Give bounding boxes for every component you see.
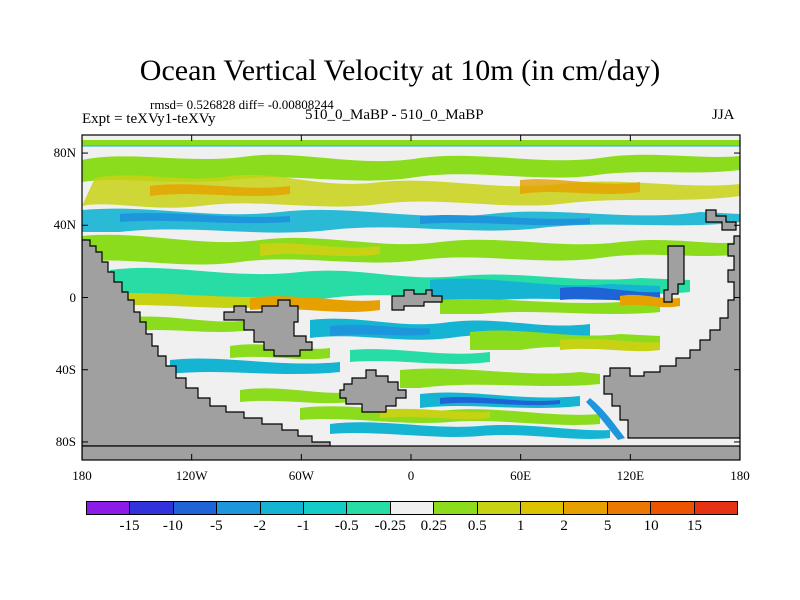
colorbar-swatch	[477, 502, 522, 514]
colorbar-swatch	[173, 502, 218, 514]
lat-label: 0	[69, 289, 77, 305]
colorbar-swatch	[607, 502, 652, 514]
stats-label: rmsd= 0.526828 diff= -0.00808244	[150, 97, 334, 112]
colorbar-label: -1	[297, 518, 310, 534]
lon-label: 180	[72, 468, 92, 483]
land-island-south	[339, 369, 407, 413]
colorbar-swatch	[390, 502, 435, 514]
lat-label: 40N	[53, 217, 76, 233]
colorbar-swatch	[521, 502, 565, 514]
lat-label: 40S	[55, 361, 76, 377]
land-east	[603, 235, 740, 439]
colorbar-label: -15	[119, 518, 140, 534]
colorbar-label: -0.25	[374, 518, 406, 534]
land-island-west	[223, 299, 313, 357]
land-masses	[82, 209, 740, 460]
colorbar-swatch	[564, 502, 608, 514]
colorbar-swatch	[217, 502, 261, 514]
colorbar-label: -0.5	[334, 518, 359, 534]
colorbar-swatch	[87, 502, 131, 514]
colorbar-swatch	[347, 502, 391, 514]
colorbar-swatch	[260, 502, 305, 514]
lon-label: 60E	[510, 468, 532, 483]
colorbar-swatch	[130, 502, 174, 514]
lon-label: 120W	[175, 468, 208, 483]
colorbar-label: -10	[162, 518, 183, 534]
land-northeast	[705, 209, 737, 231]
chart-title: Ocean Vertical Velocity at 10m (in cm/da…	[139, 54, 661, 87]
colorbar-label: -2	[253, 518, 267, 534]
case-label: 510_0_MaBP - 510_0_MaBP	[305, 107, 484, 123]
colorbar	[86, 501, 738, 515]
axis-ticks	[81, 135, 741, 460]
colorbar-label: 15	[687, 518, 703, 534]
colorbar-swatch	[434, 502, 478, 514]
experiment-label: Expt = teXVy1-teXVy	[82, 111, 216, 127]
land-peninsula-east	[663, 245, 685, 303]
lat-label: 80N	[53, 145, 76, 161]
velocity-contours	[82, 140, 740, 440]
colorbar-label: 1	[516, 518, 525, 534]
land-west	[82, 239, 331, 447]
land-south-strip	[82, 445, 740, 460]
colorbar-label: 0.5	[467, 518, 487, 534]
colorbar-swatch	[304, 502, 348, 514]
lon-label: 60W	[288, 468, 314, 483]
colorbar-label: 5	[603, 518, 612, 534]
lon-label: 180	[730, 468, 750, 483]
lon-label: 120E	[616, 468, 645, 483]
lon-label: 0	[407, 468, 415, 483]
colorbar-label: 2	[560, 518, 568, 534]
colorbar-label: 10	[643, 518, 659, 534]
colorbar-swatch	[651, 502, 695, 514]
lat-label: 80S	[55, 433, 76, 449]
colorbar-swatch	[694, 502, 738, 514]
land-island-central	[391, 289, 443, 311]
colorbar-label: -5	[210, 518, 223, 534]
colorbar-label: 0.25	[420, 518, 447, 534]
season-label: JJA	[712, 107, 735, 123]
